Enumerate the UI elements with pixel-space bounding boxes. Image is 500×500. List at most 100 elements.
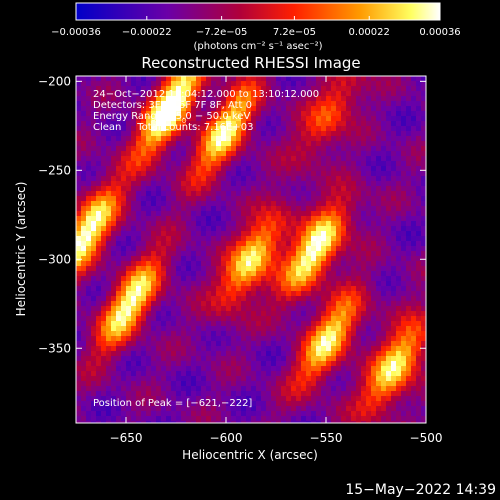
heatmap-cell: [381, 336, 386, 341]
heatmap-cell: [76, 361, 81, 366]
heatmap-cell: [201, 336, 206, 341]
heatmap-cell: [111, 116, 116, 121]
heatmap-cell: [296, 421, 301, 423]
heatmap-cell: [156, 411, 161, 416]
heatmap-cell: [236, 231, 241, 236]
heatmap-cell: [176, 226, 181, 231]
heatmap-cell: [301, 326, 306, 331]
heatmap-cell: [136, 211, 141, 216]
heatmap-cell: [201, 271, 206, 276]
heatmap-cell: [196, 381, 201, 386]
heatmap-cell: [291, 376, 296, 381]
heatmap-cell: [236, 316, 241, 321]
heatmap-cell: [396, 116, 401, 121]
heatmap-cell: [406, 291, 411, 296]
heatmap-cell: [411, 101, 416, 106]
heatmap-cell: [406, 416, 411, 421]
heatmap-cell: [226, 396, 231, 401]
heatmap-cell: [211, 156, 216, 161]
heatmap-cell: [396, 296, 401, 301]
heatmap-cell: [361, 316, 366, 321]
heatmap-cell: [346, 166, 351, 171]
y-axis-label: Heliocentric Y (arcsec): [14, 182, 28, 317]
heatmap-cell: [251, 126, 256, 131]
heatmap-cell: [76, 296, 81, 301]
heatmap-cell: [401, 151, 406, 156]
heatmap-cell: [366, 161, 371, 166]
heatmap-cell: [226, 291, 231, 296]
heatmap-cell: [341, 401, 346, 406]
heatmap-cell: [381, 196, 386, 201]
heatmap-cell: [206, 201, 211, 206]
heatmap-cell: [101, 201, 106, 206]
heatmap-cell: [76, 391, 81, 396]
heatmap-cell: [296, 101, 301, 106]
heatmap-cell: [241, 126, 246, 131]
heatmap-cell: [396, 371, 401, 376]
heatmap-cell: [206, 136, 211, 141]
heatmap-cell: [206, 126, 211, 131]
heatmap-cell: [236, 176, 241, 181]
heatmap-cell: [301, 181, 306, 186]
heatmap-cell: [96, 341, 101, 346]
heatmap-cell: [196, 321, 201, 326]
heatmap-cell: [361, 206, 366, 211]
heatmap-cell: [76, 211, 81, 216]
heatmap-cell: [231, 391, 236, 396]
heatmap-cell: [301, 271, 306, 276]
heatmap-cell: [186, 336, 191, 341]
heatmap-cell: [341, 381, 346, 386]
heatmap-cell: [216, 291, 221, 296]
heatmap-cell: [231, 401, 236, 406]
heatmap-cell: [136, 201, 141, 206]
heatmap-cell: [321, 291, 326, 296]
heatmap-cell: [86, 161, 91, 166]
heatmap-cell: [121, 161, 126, 166]
heatmap-cell: [121, 146, 126, 151]
heatmap-cell: [416, 286, 421, 291]
heatmap-cell: [406, 196, 411, 201]
heatmap-cell: [226, 91, 231, 96]
heatmap-cell: [361, 226, 366, 231]
heatmap-cell: [81, 341, 86, 346]
heatmap-cell: [91, 346, 96, 351]
heatmap-cell: [376, 131, 381, 136]
heatmap-cell: [276, 291, 281, 296]
heatmap-cell: [326, 311, 331, 316]
heatmap-cell: [356, 81, 361, 86]
heatmap-cell: [311, 336, 316, 341]
heatmap-cell: [81, 376, 86, 381]
heatmap-cell: [366, 126, 371, 131]
heatmap-cell: [271, 231, 276, 236]
heatmap-cell: [386, 261, 391, 266]
heatmap-cell: [341, 301, 346, 306]
heatmap-cell: [186, 116, 191, 121]
heatmap-cell: [366, 91, 371, 96]
heatmap-cell: [246, 401, 251, 406]
heatmap-cell: [246, 246, 251, 251]
heatmap-cell: [371, 296, 376, 301]
heatmap-cell: [296, 156, 301, 161]
heatmap-cell: [201, 391, 206, 396]
heatmap-cell: [296, 386, 301, 391]
heatmap-cell: [176, 256, 181, 261]
heatmap-cell: [146, 186, 151, 191]
heatmap-cell: [311, 136, 316, 141]
heatmap-cell: [241, 276, 246, 281]
heatmap-cell: [306, 216, 311, 221]
heatmap-cell: [341, 346, 346, 351]
heatmap-cell: [186, 406, 191, 411]
heatmap-cell: [416, 116, 421, 121]
heatmap-cell: [386, 116, 391, 121]
heatmap-cell: [271, 416, 276, 421]
heatmap-cell: [86, 131, 91, 136]
heatmap-cell: [131, 351, 136, 356]
heatmap-cell: [251, 346, 256, 351]
heatmap-cell: [131, 136, 136, 141]
heatmap-cell: [406, 266, 411, 271]
heatmap-cell: [366, 231, 371, 236]
heatmap-cell: [346, 256, 351, 261]
heatmap-cell: [161, 246, 166, 251]
heatmap-cell: [361, 191, 366, 196]
heatmap-cell: [111, 321, 116, 326]
